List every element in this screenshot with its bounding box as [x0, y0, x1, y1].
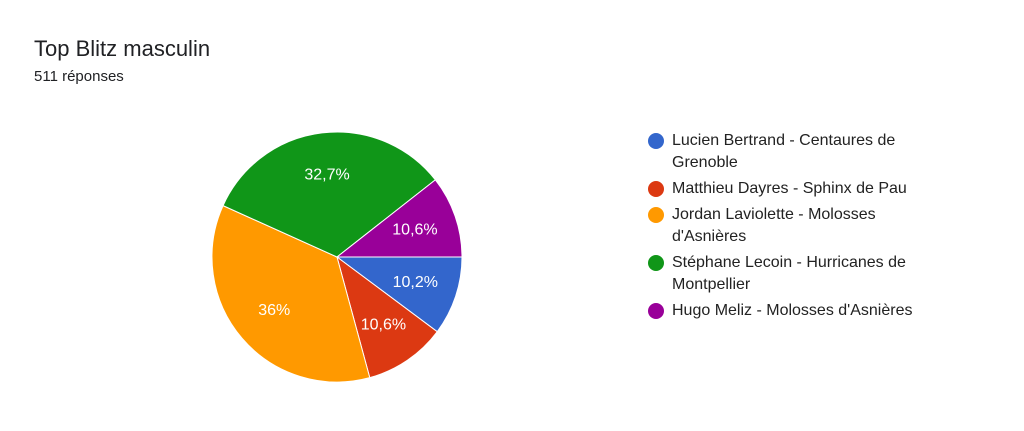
legend-item: Jordan Laviolette - Molosses d'Asnières: [648, 204, 952, 248]
legend-item: Hugo Meliz - Molosses d'Asnières: [648, 300, 952, 322]
legend-label: Jordan Laviolette - Molosses d'Asnières: [672, 206, 876, 245]
legend: Lucien Bertrand - Centaures de Grenoble M…: [648, 130, 978, 326]
legend-swatch: [648, 181, 664, 197]
pie-slice: [222, 131, 437, 258]
pie-slice: [211, 204, 371, 383]
legend-label: Hugo Meliz - Molosses d'Asnières: [672, 302, 913, 319]
slice-label: 10,6%: [361, 316, 406, 333]
legend-label: Stéphane Lecoin - Hurricanes de Montpell…: [672, 254, 906, 293]
legend-label: Matthieu Dayres - Sphinx de Pau: [672, 180, 907, 197]
legend-item: Stéphane Lecoin - Hurricanes de Montpell…: [648, 252, 952, 296]
pie-slice: [335, 179, 463, 258]
pie-area: 10,2% 10,6% 36% 32,7% 10,6%: [211, 131, 463, 383]
slice-label: 10,2%: [393, 274, 438, 291]
legend-swatch: [648, 303, 664, 319]
legend-swatch: [648, 255, 664, 271]
legend-swatch: [648, 207, 664, 223]
chart-subtitle: 511 réponses: [34, 68, 124, 85]
slice-label: 32,7%: [304, 166, 349, 183]
legend-label: Lucien Bertrand - Centaures de Grenoble: [672, 132, 896, 171]
legend-item: Matthieu Dayres - Sphinx de Pau: [648, 178, 952, 200]
slice-label: 36%: [258, 302, 290, 319]
slice-label: 10,6%: [392, 221, 437, 238]
pie-slice: [335, 256, 463, 333]
legend-item: Lucien Bertrand - Centaures de Grenoble: [648, 130, 952, 174]
legend-swatch: [648, 133, 664, 149]
chart-title: Top Blitz masculin: [34, 36, 211, 61]
